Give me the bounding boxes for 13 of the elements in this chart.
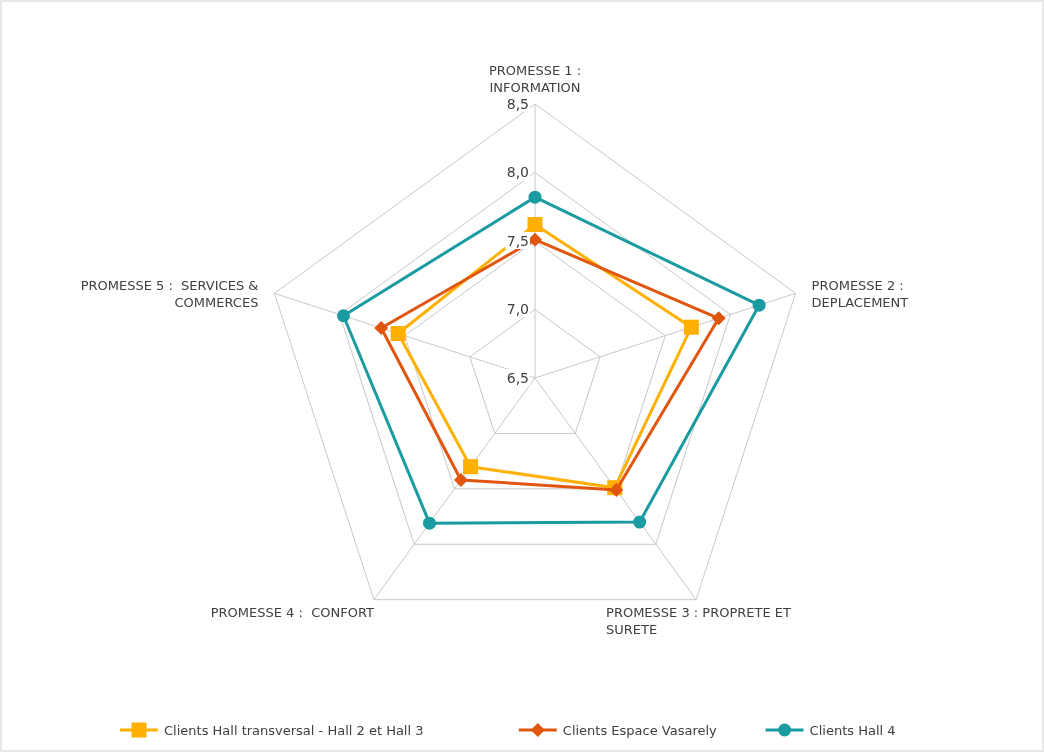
- spoke-label: PROMESSE 4 : CONFORT: [210, 604, 374, 620]
- spoke-label: PROMESSE 3 : PROPRETE ET SURETE: [606, 604, 792, 637]
- spoke-label: PROMESSE 1 : INFORMATION: [488, 63, 582, 95]
- y-tick-label: 8,5: [506, 95, 529, 112]
- y-tick-label: 7,5: [506, 232, 529, 249]
- legend-label: Clients Espace Vasarely: [562, 722, 718, 738]
- legend-label: Clients Hall transversal - Hall 2 et Hall 3: [164, 722, 424, 738]
- y-tick-label: 7,0: [506, 301, 529, 318]
- legend-label: Clients Hall 4: [809, 722, 896, 738]
- spoke-label: PROMESSE 2 : DEPLACEMENT: [811, 278, 909, 311]
- y-tick-label: 6,5: [506, 369, 529, 386]
- y-tick-label: 8,0: [506, 164, 529, 181]
- spoke-label: PROMESSE 5 : SERVICES & COMMERCES: [80, 278, 259, 311]
